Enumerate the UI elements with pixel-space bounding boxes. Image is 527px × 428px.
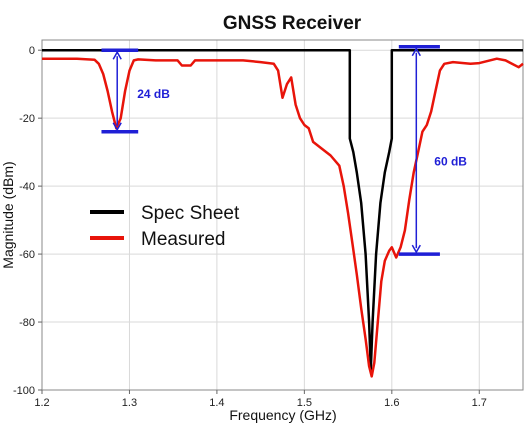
y-axis-label: Magnitude (dBm)	[0, 161, 16, 268]
chart-title: GNSS Receiver	[223, 13, 362, 34]
series-group	[42, 48, 524, 378]
legend-label-measured: Measured	[141, 229, 226, 250]
annotation-label: 60 dB	[434, 155, 467, 169]
annotation-arrowhead-down	[411, 244, 421, 254]
y-tick-labels: 0 -20 -40 -60 -80 -100	[13, 45, 42, 397]
y-tick-label: -20	[19, 113, 35, 125]
x-tick-label: 1.2	[34, 397, 49, 409]
x-tick-label: 1.7	[472, 397, 487, 409]
annotation-label: 24 dB	[137, 87, 170, 101]
annotation-arrowhead-up	[411, 47, 421, 57]
legend-label-spec-sheet: Spec Sheet	[141, 203, 240, 224]
y-tick-label: -40	[19, 181, 35, 193]
y-tick-label: -80	[19, 317, 35, 329]
annotations: 24 dB 60 dB	[101, 45, 467, 256]
plot-area-border	[41, 39, 524, 391]
x-axis-label: Frequency (GHz)	[229, 407, 336, 423]
legend: Spec Sheet Measured	[90, 203, 240, 250]
x-tick-labels: 1.2 1.3 1.4 1.5 1.6 1.7	[34, 390, 487, 409]
annotation-arrowhead-down	[112, 122, 122, 132]
annotation-arrowhead-up	[112, 50, 122, 60]
x-tick-label: 1.4	[209, 397, 224, 409]
x-tick-label: 1.5	[297, 397, 312, 409]
x-tick-label: 1.6	[384, 397, 399, 409]
y-tick-label: 0	[29, 45, 35, 57]
series-line-measured	[42, 57, 524, 378]
y-tick-label: -100	[13, 385, 35, 397]
x-tick-label: 1.3	[122, 397, 137, 409]
y-tick-label: -60	[19, 249, 35, 261]
